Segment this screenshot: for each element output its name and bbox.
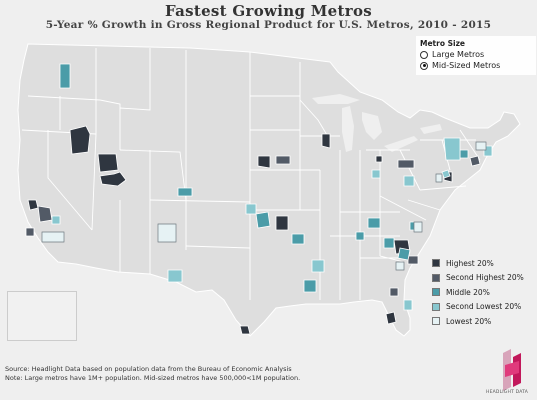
metro-region[interactable]: [59, 63, 71, 89]
metro-region[interactable]: [395, 261, 405, 271]
map-title: Fastest Growing Metros: [164, 2, 373, 20]
tier-highest-20: [27, 125, 453, 335]
metro-size-header: Metro Size: [420, 39, 466, 48]
lake-michigan: [342, 106, 354, 152]
metro-region[interactable]: [459, 149, 469, 159]
mid-sized-metros-option[interactable]: Mid-Sized Metros: [420, 61, 532, 70]
metro-region[interactable]: [441, 169, 451, 179]
tier-second-highest-20: [25, 155, 481, 297]
metro-region[interactable]: [311, 259, 325, 273]
color-legend: Highest 20% Second Highest 20% Middle 20…: [432, 256, 524, 329]
metro-region[interactable]: [435, 173, 443, 183]
metro-region[interactable]: [257, 155, 271, 169]
metro-region[interactable]: [69, 125, 91, 155]
metro-region[interactable]: [255, 211, 271, 229]
legend-item[interactable]: Middle 20%: [432, 285, 524, 300]
lake-erie: [384, 136, 418, 152]
legend-label: Middle 20%: [446, 287, 490, 297]
tier-middle-20: [59, 63, 469, 293]
metro-region[interactable]: [99, 171, 127, 187]
state-borders: [21, 48, 481, 300]
radio-selected-icon[interactable]: [420, 61, 428, 70]
lake-huron: [362, 112, 382, 140]
radio-unselected-icon[interactable]: [420, 50, 428, 59]
metro-region[interactable]: [27, 199, 39, 211]
metro-region[interactable]: [25, 227, 35, 237]
metro-region[interactable]: [275, 155, 291, 165]
metro-region[interactable]: [167, 269, 183, 283]
headlight-logo-icon: [503, 349, 521, 391]
metro-region[interactable]: [443, 137, 461, 161]
large-metros-label: Large Metros: [432, 50, 485, 59]
metro-region[interactable]: [475, 141, 487, 151]
legend-swatch: [432, 288, 440, 297]
lake-superior: [312, 94, 360, 104]
mid-sized-metros-label: Mid-Sized Metros: [432, 61, 501, 70]
legend-label: Second Highest 20%: [446, 273, 524, 283]
metro-region[interactable]: [371, 169, 381, 179]
metro-region[interactable]: [413, 221, 423, 233]
metro-region[interactable]: [469, 155, 481, 167]
metro-region[interactable]: [245, 203, 257, 215]
source-note: Source: Headlight Data based on populati…: [5, 365, 300, 383]
legend-swatch: [432, 273, 440, 282]
note-line: Note: Large metros have 1M+ population. …: [5, 374, 301, 382]
legend-label: Highest 20%: [446, 258, 494, 268]
tier-lowest-20: [41, 141, 487, 271]
legend-label: Lowest 20%: [446, 316, 492, 326]
us-land: [17, 43, 521, 337]
metro-region[interactable]: [397, 159, 415, 169]
metro-region[interactable]: [355, 231, 365, 241]
metro-region[interactable]: [303, 279, 317, 293]
logo-text: HEADLIGHT DATA: [486, 390, 529, 395]
legend-item[interactable]: Highest 20%: [432, 256, 524, 271]
lake-ontario: [420, 124, 442, 134]
metro-region[interactable]: [37, 205, 53, 223]
metro-region[interactable]: [407, 255, 419, 265]
large-metros-option[interactable]: Large Metros: [420, 50, 532, 59]
metro-region[interactable]: [275, 215, 289, 231]
metro-region[interactable]: [375, 155, 383, 163]
legend-swatch: [432, 302, 440, 311]
metro-region[interactable]: [385, 311, 397, 325]
metro-region[interactable]: [97, 153, 119, 173]
metro-region[interactable]: [403, 175, 415, 187]
legend-swatch: [432, 317, 440, 326]
source-line: Source: Headlight Data based on populati…: [5, 365, 292, 373]
metro-region[interactable]: [41, 231, 65, 243]
legend-swatch: [432, 259, 440, 268]
metro-region[interactable]: [397, 247, 411, 261]
legend-item[interactable]: Lowest 20%: [432, 314, 524, 329]
metro-region[interactable]: [177, 187, 193, 197]
map-subtitle: 5-Year % Growth in Gross Regional Produc…: [45, 19, 492, 31]
legend-item[interactable]: Second Lowest 20%: [432, 300, 524, 315]
legend-item[interactable]: Second Highest 20%: [432, 271, 524, 286]
metro-region[interactable]: [389, 287, 399, 297]
metro-region[interactable]: [291, 233, 305, 245]
metro-region[interactable]: [383, 237, 395, 249]
metro-region[interactable]: [239, 325, 251, 335]
metro-region[interactable]: [157, 223, 177, 243]
legend-label: Second Lowest 20%: [446, 302, 522, 312]
metro-region[interactable]: [321, 133, 331, 149]
metro-region[interactable]: [51, 215, 61, 225]
metro-region[interactable]: [403, 299, 413, 311]
metro-size-filter: Metro Size Large Metros Mid-Sized Metros: [416, 36, 536, 75]
metro-region[interactable]: [367, 217, 381, 229]
hawaii-inset: [7, 291, 77, 341]
